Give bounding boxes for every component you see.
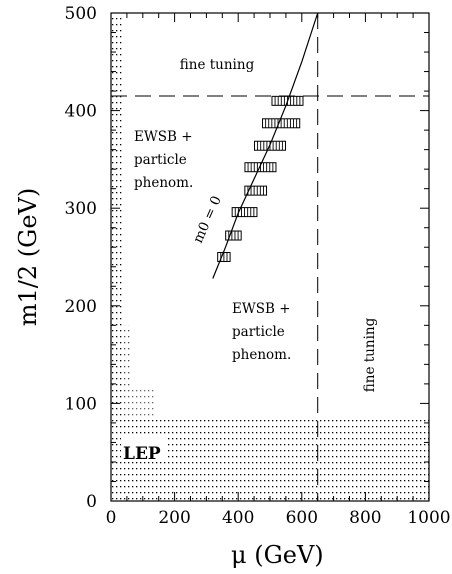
lep-label-bg (121, 436, 167, 462)
ewsb-mid-label-line3: phenom. (232, 347, 291, 363)
ewsb-left-label-line1: EWSB + (134, 129, 193, 145)
x-tick-label: 1000 (407, 508, 450, 528)
point-box (217, 252, 231, 262)
axis-ticks (110, 12, 430, 502)
y-tick-label: 200 (65, 297, 97, 317)
point-box (244, 185, 268, 196)
point-box (225, 230, 242, 241)
point-box (231, 207, 258, 218)
x-axis-title: μ (GeV) (231, 541, 324, 569)
left-excluded-fringe (123, 325, 131, 419)
x-tick-label: 800 (349, 508, 381, 528)
y-tick-label: 100 (65, 394, 97, 414)
y-axis-title: m1/2 (GeV) (14, 188, 42, 326)
y-tick-label: 0 (86, 492, 97, 512)
x-tick-label: 0 (106, 508, 117, 528)
point-box-frame (244, 185, 268, 196)
point-box (271, 95, 304, 106)
left-excluded-strip (111, 13, 123, 419)
point-box (262, 118, 301, 129)
ewsb-left-label-line2: particle (134, 152, 187, 168)
m0-zero-curve (212, 12, 319, 279)
ewsb-mid-label-line2: particle (232, 324, 285, 340)
y-tick-label: 400 (65, 102, 97, 122)
axis-tick-labels: 0 200 400 600 800 1000 0 100 200 300 400 500 (65, 4, 451, 528)
point-box (254, 140, 286, 151)
y-tick-label: 300 (65, 199, 97, 219)
m0-curve-label: m0 = 0 (190, 194, 225, 246)
fine-tuning-right-label: fine tuning (362, 317, 378, 392)
ewsb-mid-label-line1: EWSB + (232, 301, 291, 317)
y-tick-label: 500 (65, 4, 97, 24)
excluded-region-hatching (111, 13, 429, 501)
left-excluded-tail (131, 388, 156, 419)
ewsb-left-label-line3: phenom. (134, 175, 193, 191)
x-tick-label: 400 (222, 508, 254, 528)
x-tick-label: 600 (286, 508, 318, 528)
allowed-points (217, 95, 304, 262)
lep-label: LEP (123, 444, 161, 464)
fine-tuning-top-label: fine tuning (180, 57, 255, 73)
point-box (244, 162, 277, 173)
x-tick-label: 200 (158, 508, 190, 528)
point-box-frame (225, 230, 242, 241)
